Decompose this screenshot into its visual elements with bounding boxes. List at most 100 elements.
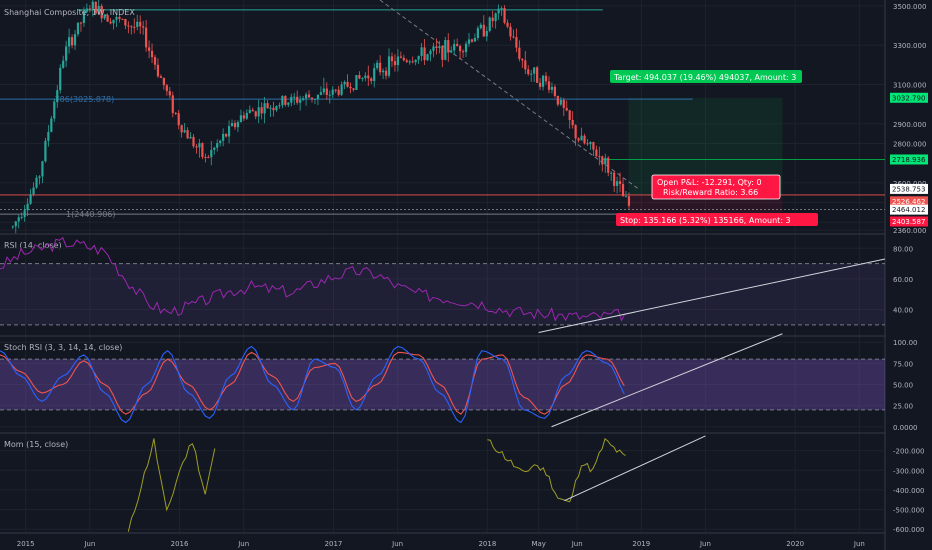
candle-body-38: [124, 18, 127, 26]
price-tick-0: 3500.000: [893, 3, 926, 11]
candle-body-144: [438, 46, 441, 49]
candle-body-27: [91, 1, 94, 9]
candle-body-200: [604, 157, 607, 165]
candle-body-45: [145, 27, 148, 48]
candle-body-163: [494, 13, 497, 22]
candle-body-66: [207, 156, 210, 158]
candle-body-127: [387, 56, 391, 76]
candle-body-192: [580, 135, 583, 141]
candle-body-82: [254, 111, 257, 117]
time-tick-1: Jun: [83, 540, 95, 548]
time-tick-7: May: [531, 540, 545, 548]
candle-body-162: [491, 17, 494, 22]
stoch-k-line: [0, 345, 625, 424]
candles: [11, 0, 631, 234]
candle-body-185: [559, 99, 562, 105]
open-pnl-label[interactable]: Open P&L: -12.291, Qty: 0 Risk/Reward Ra…: [651, 174, 781, 200]
candle-body-115: [352, 88, 355, 90]
price-tag-bg-2: [890, 183, 928, 194]
stoch-trendline[interactable]: [551, 333, 783, 428]
candle-body-107: [328, 94, 331, 96]
candle-body-135: [411, 61, 414, 63]
candle-body-207: [624, 196, 628, 198]
candle-body-165: [500, 8, 503, 10]
candle-body-164: [497, 8, 500, 14]
target-label-text: Target: 494.037 (19.46%) 494037, Amount:…: [613, 73, 796, 82]
candle-body-171: [518, 47, 521, 59]
candle-body-194: [586, 143, 589, 145]
candle-body-195: [589, 142, 592, 145]
candle-body-151: [459, 45, 462, 52]
candle-body-22: [76, 22, 80, 35]
candle-body-152: [461, 51, 465, 53]
price-pane[interactable]: .786(3025.878) 1(2440.906) Shanghai Compo…: [0, 0, 926, 235]
candle-body-15: [56, 90, 59, 103]
candle-body-70: [219, 140, 222, 144]
candle-body-123: [376, 62, 379, 69]
candle-body-30: [100, 6, 103, 19]
mom-tick-2: -400.000: [893, 487, 924, 495]
mom-tick-0: -200.000: [893, 448, 924, 456]
candle-body-83: [257, 107, 260, 117]
rsi-pane[interactable]: RSI (14, close) 80.00 60.00 40.00: [0, 236, 913, 333]
candle-body-34: [112, 19, 115, 24]
time-tick-3: Jun: [237, 540, 249, 548]
price-tags: 3032.790 2718.936 2538.753 2526.4622464.012…: [890, 92, 928, 227]
candle-body-40: [130, 26, 133, 28]
candle-body-67: [210, 149, 213, 158]
candle-body-62: [195, 146, 198, 148]
candle-body-72: [225, 133, 228, 137]
mom-pane[interactable]: Mom (15, close) -200.000 -300.000 -400.000…: [0, 435, 924, 534]
rsi-band-fill: [0, 263, 885, 325]
candle-body-52: [165, 85, 168, 92]
candle-body-142: [432, 46, 435, 51]
candle-body-205: [618, 181, 622, 185]
price-tick-8: 2360.000: [893, 227, 926, 235]
candle-body-191: [577, 138, 580, 141]
dashed-trendline[interactable]: [379, 0, 641, 191]
candle-body-73: [227, 126, 231, 137]
candle-body-177: [536, 67, 539, 83]
rsi-trendline[interactable]: [538, 258, 886, 333]
candle-body-179: [541, 75, 545, 87]
candle-body-78: [242, 115, 245, 119]
candle-body-63: [198, 143, 201, 148]
candle-body-203: [613, 172, 616, 186]
candle-body-181: [547, 81, 551, 90]
candle-body-157: [476, 28, 479, 39]
time-tick-8: Jun: [571, 540, 583, 548]
candle-body-131: [399, 56, 402, 58]
candle-body-31: [103, 15, 106, 19]
stop-label[interactable]: Stop: 135.166 (5.32%) 135166, Amount: 3: [616, 213, 818, 226]
candle-body-7: [32, 187, 35, 195]
candle-body-208: [627, 196, 631, 206]
time-tick-2: 2016: [171, 540, 189, 548]
stoch-band-fill: [0, 359, 885, 410]
stoch-rsi-pane[interactable]: Stoch RSI (3, 3, 14, 14, close) 100.00 75…: [0, 333, 918, 432]
candle-body-96: [296, 96, 299, 103]
mom-tick-1: -300.000: [893, 467, 924, 475]
candle-body-206: [621, 184, 625, 197]
candle-body-99: [304, 94, 308, 99]
candle-body-74: [230, 122, 234, 127]
mom-trendline[interactable]: [564, 435, 706, 502]
candle-body-57: [180, 125, 183, 133]
candle-body-2: [17, 217, 20, 222]
price-tag-bg-5: [890, 216, 928, 227]
target-label[interactable]: Target: 494.037 (19.46%) 494037, Amount:…: [610, 70, 802, 83]
candle-body-87: [269, 107, 272, 109]
stoch-d-line: [0, 351, 625, 415]
candle-body-120: [367, 75, 370, 79]
candle-body-35: [115, 16, 118, 20]
candle-body-86: [266, 103, 269, 109]
candle-body-16: [59, 67, 62, 91]
candle-body-5: [26, 203, 29, 211]
time-axis[interactable]: 2015 Jun 2016 Jun 2017 Jun 2018 May Jun 2019 Jun 20…: [17, 540, 865, 548]
candle-body-160: [485, 30, 488, 37]
candle-body-159: [482, 24, 485, 37]
stoch-rsi-title: Stoch RSI (3, 3, 14, 14, close): [4, 343, 122, 352]
mom-tick-3: -500.000: [893, 506, 924, 514]
candle-body-36: [118, 16, 121, 19]
